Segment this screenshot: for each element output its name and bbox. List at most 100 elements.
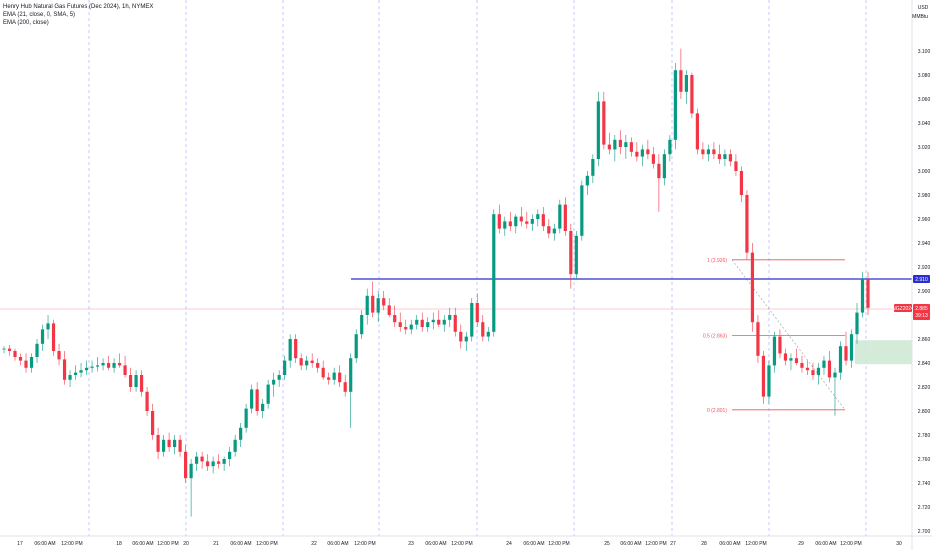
candle-body: [530, 219, 534, 224]
candle-body: [816, 367, 821, 375]
candle: [387, 298, 391, 318]
indicator-ema-21[interactable]: EMA (21, close, 0, SMA, 5): [3, 12, 76, 18]
candle: [574, 231, 578, 279]
candle: [255, 382, 259, 416]
time-tick: 27: [670, 541, 676, 547]
candle: [128, 367, 133, 392]
candle: [668, 135, 672, 162]
candle-body: [161, 439, 166, 452]
candle: [838, 341, 843, 380]
candle-body: [420, 319, 424, 327]
time-axis[interactable]: 17 06:00 AM 12:00 PM 18 06:00 AM 12:00 PM 20 21…: [17, 541, 902, 547]
candle: [62, 351, 67, 385]
candle-body: [299, 358, 303, 366]
fib-retracement[interactable]: 1 (2.926) 0.5 (2.863) 0 (2.801): [703, 258, 846, 414]
candle-body: [184, 451, 188, 479]
candle-body: [475, 303, 479, 323]
candle: [772, 331, 777, 373]
symbol-title[interactable]: Henry Hub Natural Gas Futures (Dec 2024)…: [3, 4, 154, 10]
candle: [816, 363, 821, 385]
candle-body: [497, 214, 501, 229]
time-tick: 12:00 PM: [745, 541, 766, 547]
candle-body: [519, 216, 523, 222]
candle-body: [695, 113, 700, 150]
candle-body: [244, 408, 248, 428]
candle: [739, 166, 744, 203]
time-tick: 12:00 PM: [354, 541, 375, 547]
candle: [426, 317, 430, 332]
candle-body: [585, 175, 589, 186]
candle: [822, 355, 826, 375]
candle-body: [866, 279, 870, 308]
price-tick: 3.000: [918, 169, 931, 175]
candle-body: [613, 139, 617, 150]
candle-body: [833, 372, 837, 378]
candles: [2, 48, 870, 517]
candle: [79, 363, 83, 378]
candle-body: [40, 329, 45, 344]
candle: [316, 358, 320, 373]
candle: [211, 456, 215, 474]
candle-body: [222, 459, 226, 464]
candle: [734, 154, 738, 176]
candle-body: [723, 154, 727, 159]
candle-body: [145, 391, 149, 411]
price-tick: 2.920: [918, 265, 931, 271]
candle-body: [591, 159, 595, 176]
candle: [866, 271, 870, 315]
candle: [250, 384, 254, 414]
candle-body: [426, 322, 430, 327]
candle: [134, 370, 138, 392]
candle-body: [29, 357, 34, 368]
candle: [117, 353, 122, 368]
candle: [657, 154, 661, 212]
candle-body: [574, 235, 578, 275]
candle: [844, 331, 848, 366]
candle: [228, 447, 232, 467]
candle: [629, 137, 633, 157]
candle-body: [365, 295, 369, 315]
candle-body: [239, 427, 243, 440]
candle: [195, 451, 199, 471]
candle-body: [844, 346, 848, 361]
candle: [673, 63, 677, 150]
candle-body: [250, 389, 254, 409]
candle-body: [393, 315, 397, 323]
candle-body: [459, 331, 463, 342]
indicator-ema-200[interactable]: EMA (200, close): [3, 20, 49, 26]
candle-body: [701, 149, 705, 155]
candle: [459, 324, 463, 349]
candle: [497, 204, 501, 234]
candle: [420, 312, 424, 332]
candle: [635, 142, 639, 162]
candle: [827, 351, 832, 383]
price-axis[interactable]: 3.100 3.080 3.060 3.040 3.020 3.000 2.980 2.960…: [918, 49, 931, 550]
candle: [492, 209, 496, 337]
candle-body: [635, 151, 639, 157]
candle: [437, 310, 441, 327]
price-tick: 2.700: [918, 529, 931, 535]
candle-body: [772, 336, 777, 366]
time-tick: 20: [183, 541, 189, 547]
candle: [800, 355, 804, 373]
candle: [860, 271, 865, 318]
candle-body: [668, 139, 672, 155]
candle: [123, 355, 127, 378]
candle: [29, 353, 34, 373]
candle-body: [156, 435, 160, 452]
candle-body: [448, 315, 452, 320]
candle-body: [563, 204, 567, 231]
candle: [189, 459, 193, 517]
candle: [13, 348, 17, 361]
candle-body: [376, 298, 380, 313]
candle: [310, 353, 314, 368]
candle: [640, 144, 644, 167]
candle-body: [734, 161, 738, 171]
price-tick: 2.960: [918, 217, 931, 223]
candle-body: [294, 339, 298, 359]
candle-body: [558, 204, 562, 229]
candle: [767, 360, 771, 404]
time-tick: 29: [798, 541, 804, 547]
currency-label[interactable]: USD: [917, 5, 929, 11]
